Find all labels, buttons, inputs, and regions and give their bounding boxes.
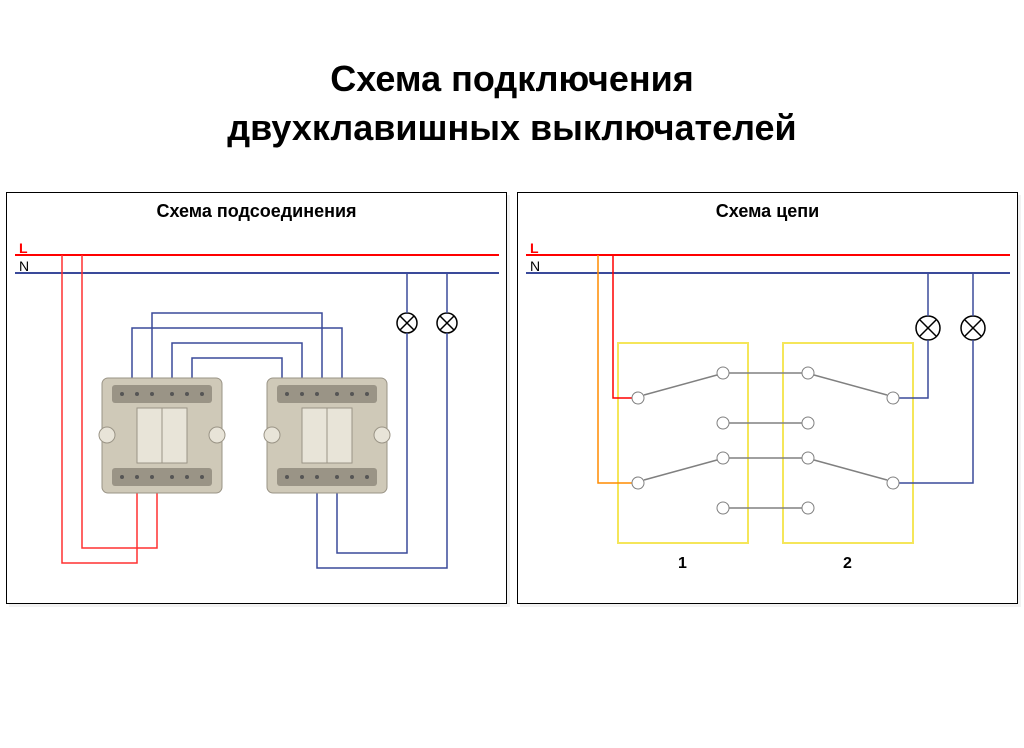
lamp-2: [437, 313, 457, 333]
lamp-r1: [916, 316, 940, 340]
label-L: L: [19, 240, 28, 256]
terminal: [802, 502, 814, 514]
switch-arm: [644, 460, 717, 480]
wire-lamp-r2-out: [898, 340, 973, 483]
switch-arm: [814, 460, 887, 480]
panel-circuit: Схема цепи L N: [517, 192, 1018, 604]
title-line-1: Схема подключения: [0, 55, 1024, 104]
traveller-4: [152, 313, 322, 378]
terminal: [632, 392, 644, 404]
panel-row: Схема подсоединения L N: [6, 192, 1018, 604]
panel-wiring: Схема подсоединения L N: [6, 192, 507, 604]
terminal: [717, 367, 729, 379]
feed-L-top: [613, 255, 633, 398]
switch-device-2: [264, 378, 390, 493]
lamp-1: [397, 313, 417, 333]
label-sw1: 1: [678, 555, 687, 572]
terminal: [717, 417, 729, 429]
terminal: [887, 477, 899, 489]
page-title: Схема подключения двухклавишных выключат…: [0, 0, 1024, 152]
lamp-r2: [961, 316, 985, 340]
wiring-svg: L N: [7, 193, 507, 603]
terminal: [802, 367, 814, 379]
circuit-svg: L N: [518, 193, 1018, 603]
switch-arm: [644, 375, 717, 395]
switch-device-1: [99, 378, 225, 493]
terminal: [887, 392, 899, 404]
terminal: [717, 502, 729, 514]
label-N-r: N: [530, 258, 540, 274]
traveller-2: [192, 358, 282, 378]
label-sw2: 2: [843, 555, 852, 572]
label-N: N: [19, 258, 29, 274]
traveller-3: [132, 328, 342, 378]
terminal: [802, 452, 814, 464]
title-line-2: двухклавишных выключателей: [0, 104, 1024, 153]
switch-arm: [814, 375, 887, 395]
terminal: [632, 477, 644, 489]
label-L-r: L: [530, 240, 539, 256]
terminal: [802, 417, 814, 429]
terminal: [717, 452, 729, 464]
feed-L-bot: [598, 255, 633, 483]
